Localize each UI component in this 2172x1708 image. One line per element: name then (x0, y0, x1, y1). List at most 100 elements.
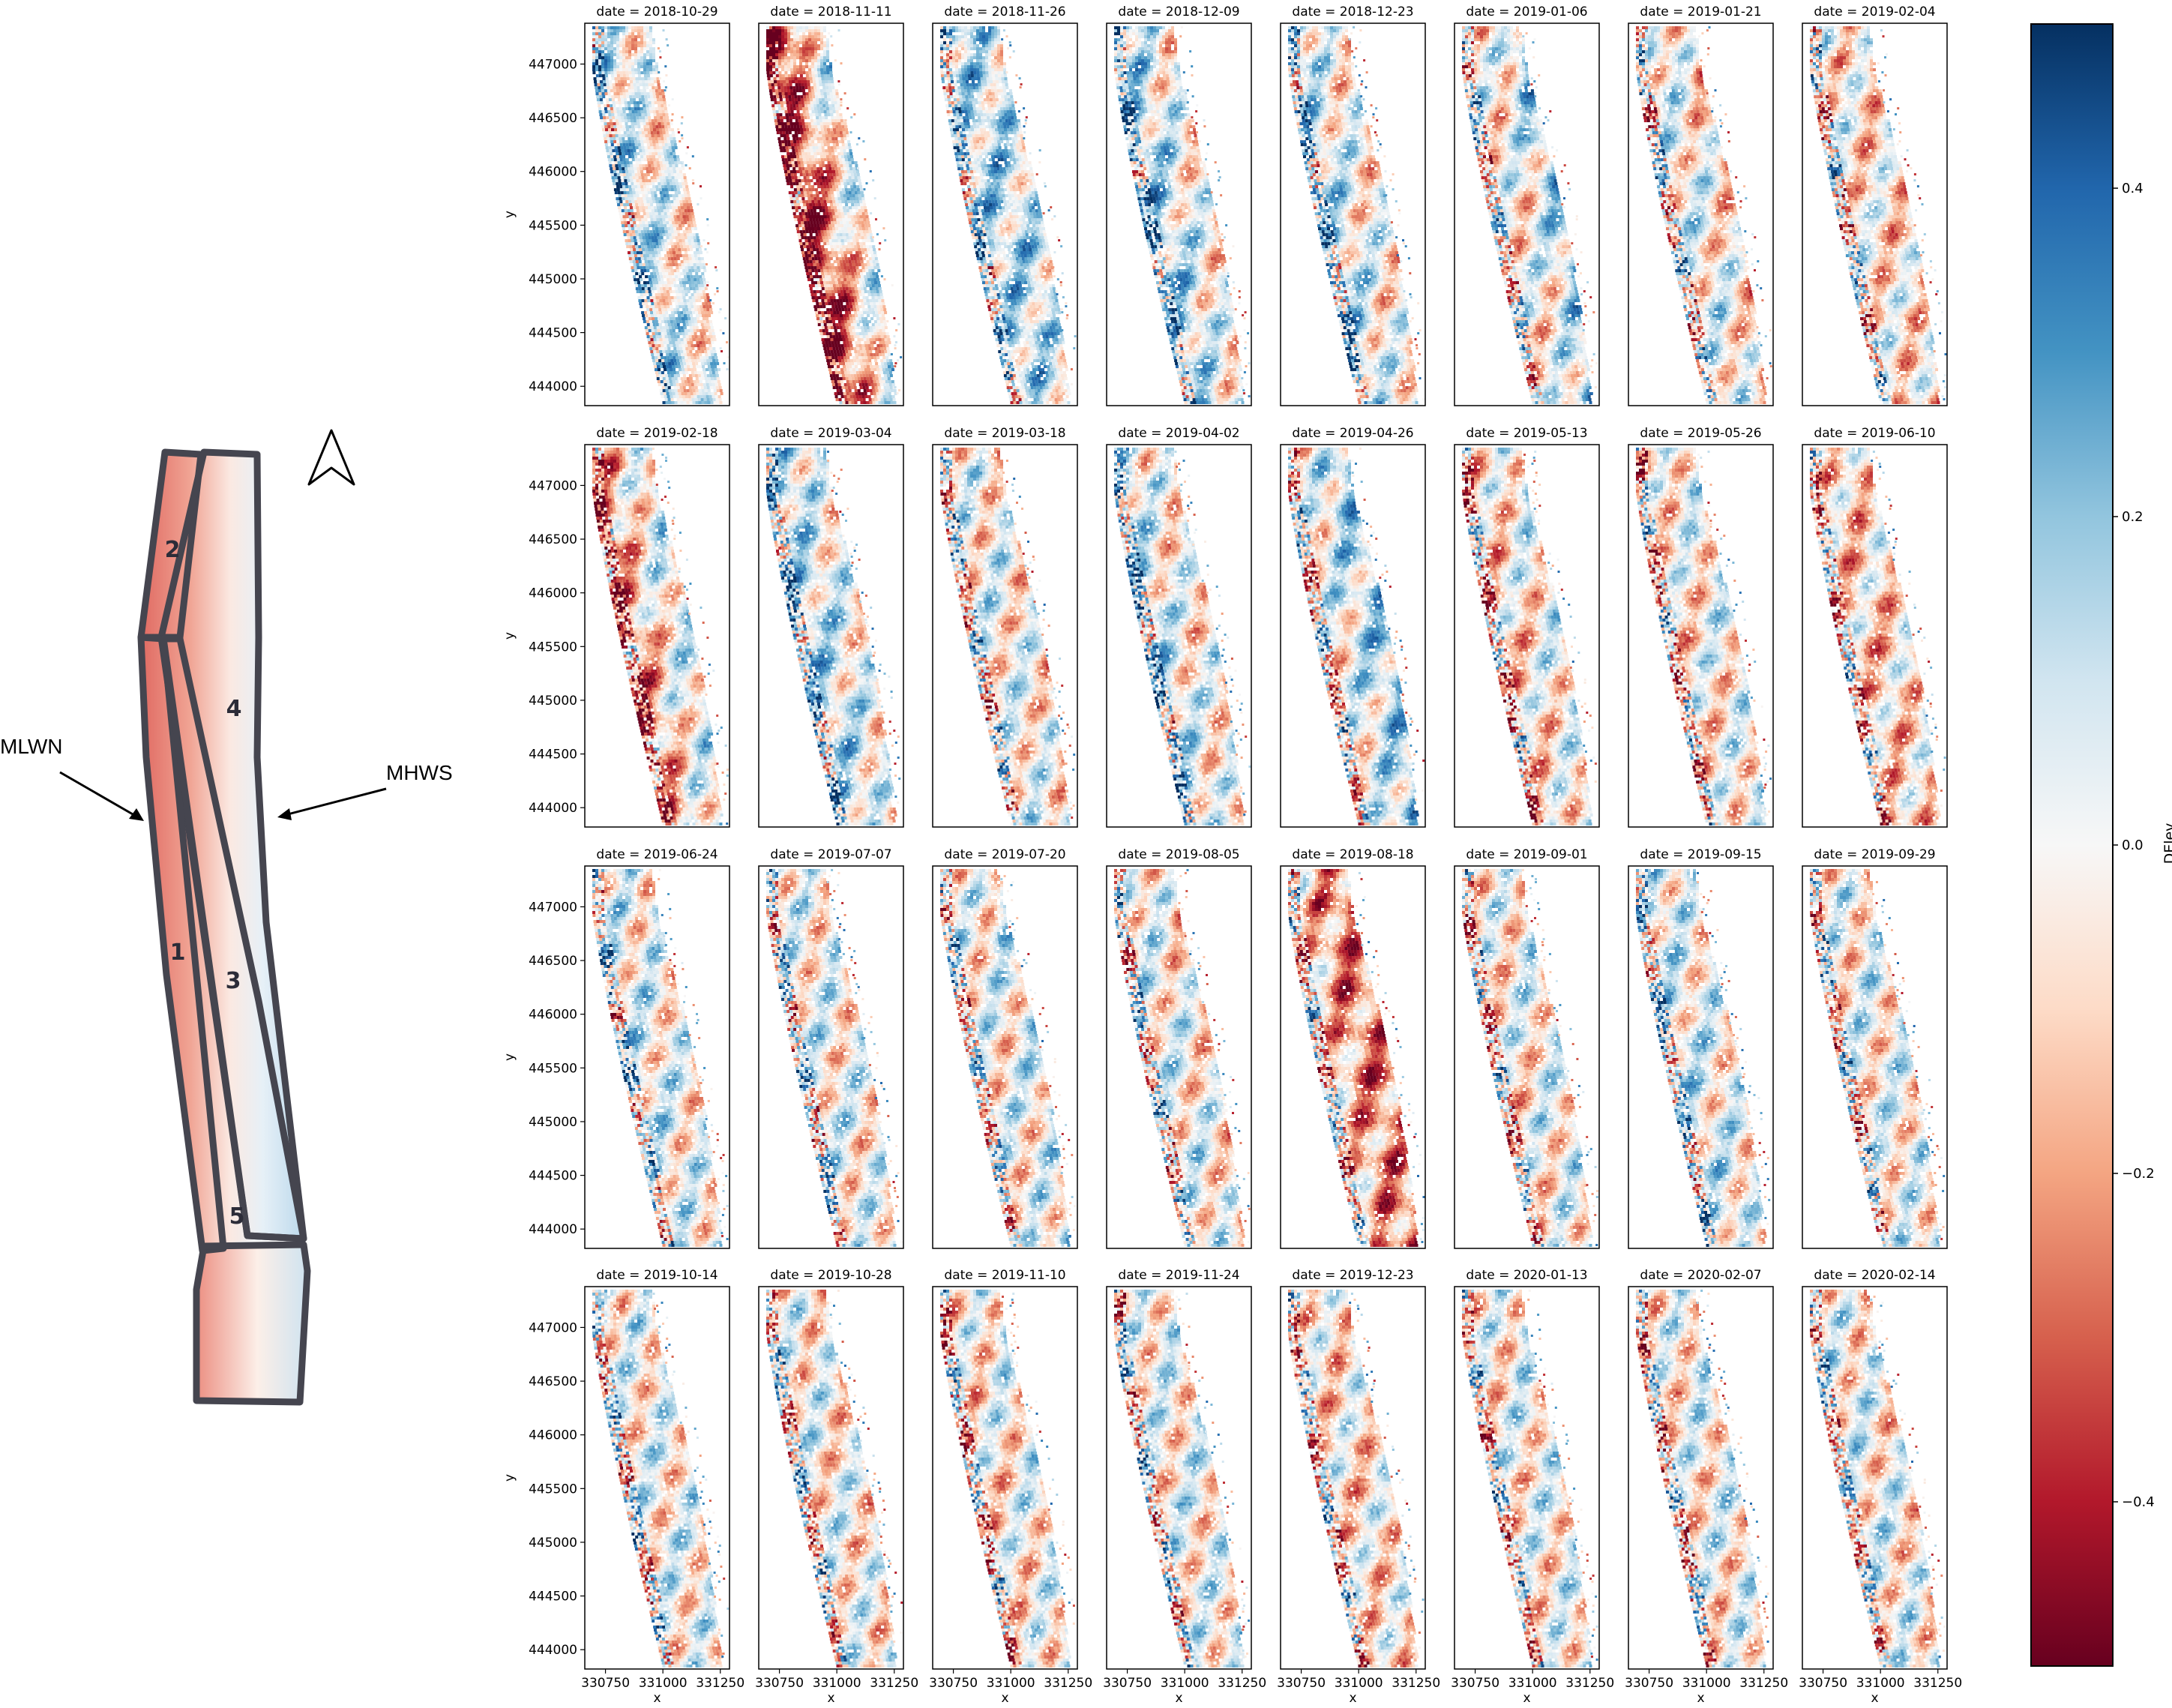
heatmap-cell (663, 146, 666, 149)
heatmap-cell (610, 29, 613, 32)
heatmap-cell (627, 149, 630, 152)
heatmap-cell (592, 41, 595, 44)
heatmap-cell (661, 125, 664, 128)
heatmap-cell (625, 44, 628, 47)
heatmap-cell (654, 116, 657, 119)
heatmap-cell (649, 47, 652, 50)
heatmap-cell (628, 140, 631, 143)
heatmap-cell (634, 53, 637, 56)
heatmap-cell (608, 128, 611, 131)
heatmap-cell (645, 146, 648, 149)
heatmap-cell (613, 140, 616, 143)
heatmap-cell (658, 104, 661, 107)
heatmap-cell (617, 143, 620, 146)
heatmap-cell (673, 140, 676, 143)
heatmap-cell (649, 104, 652, 107)
heatmap-cell (601, 62, 604, 65)
heatmap-cell (633, 80, 636, 83)
heatmap-cell (664, 137, 667, 140)
heatmap-cell (619, 62, 622, 65)
heatmap-cell (622, 50, 625, 53)
heatmap-cell (664, 65, 667, 67)
heatmap-cell (592, 29, 595, 32)
heatmap-cell (665, 74, 667, 76)
heatmap-cell (611, 95, 614, 98)
heatmap-cell (649, 44, 652, 47)
heatmap-cell (621, 77, 624, 80)
heatmap-cell (619, 68, 622, 71)
heatmap-cell (607, 89, 610, 92)
heatmap-cell (637, 119, 640, 122)
heatmap-cell (629, 113, 632, 116)
heatmap-cell (628, 137, 631, 140)
heatmap-cell (656, 128, 659, 131)
heatmap-cell (598, 65, 601, 68)
heatmap-cell (656, 113, 659, 116)
heatmap-cell (646, 104, 649, 107)
heatmap-cell (609, 131, 612, 134)
heatmap-cell (623, 113, 626, 116)
heatmap-cell (623, 128, 626, 131)
heatmap-cell (648, 80, 651, 83)
heatmap-cell (629, 92, 632, 95)
heatmap-cell (643, 107, 646, 110)
heatmap-cell (628, 155, 631, 158)
heatmap-cell (604, 134, 607, 137)
heatmap-cell (640, 53, 643, 56)
heatmap-cell (602, 128, 605, 131)
heatmap-cell (634, 122, 637, 125)
heatmap-cell (601, 83, 604, 86)
heatmap-cell (595, 41, 598, 44)
heatmap-cell (628, 119, 631, 122)
heatmap-cell (616, 32, 619, 35)
heatmap-cell (612, 149, 615, 152)
mlwn-label: MLWN (0, 735, 62, 758)
heatmap-cell (646, 32, 649, 35)
heatmap-cell (643, 134, 646, 137)
heatmap-cell (613, 137, 616, 140)
heatmap-cell (665, 143, 668, 146)
heatmap-cell (601, 41, 604, 44)
heatmap-cell (622, 125, 625, 128)
heatmap-cell (645, 149, 648, 152)
heatmap-cell (625, 68, 628, 71)
heatmap-cell (628, 68, 631, 71)
heatmap-cell (616, 29, 619, 32)
heatmap-cell (649, 68, 652, 71)
heatmap-cell (664, 107, 667, 110)
heatmap-cell (613, 119, 616, 122)
heatmap-cell (607, 152, 610, 155)
heatmap-cell (638, 113, 641, 116)
heatmap-cell (625, 140, 628, 143)
heatmap-cell (601, 47, 604, 50)
heatmap-cell (616, 101, 619, 104)
heatmap-cell (640, 41, 643, 44)
heatmap-cell (602, 110, 605, 113)
heatmap-cell (621, 116, 624, 119)
heatmap-cell (649, 137, 652, 140)
heatmap-cell (634, 134, 637, 137)
north-arrow-icon (309, 430, 354, 484)
heatmap-cell (616, 119, 619, 122)
heatmap-cell (619, 122, 622, 125)
heatmap-cell (647, 92, 650, 95)
heatmap-cell (624, 149, 627, 152)
heatmap-cell (622, 119, 625, 122)
heatmap-cell (637, 62, 640, 65)
heatmap-cell (653, 158, 656, 161)
heatmap-cell (672, 131, 675, 134)
heatmap-cell (631, 38, 634, 41)
heatmap-cell (652, 71, 655, 74)
heatmap-cell (619, 155, 622, 158)
heatmap-cell (592, 47, 595, 50)
heatmap-cell (653, 143, 656, 146)
heatmap-cell (604, 59, 607, 62)
heatmap-cell (641, 92, 644, 95)
heatmap-cell (643, 137, 646, 140)
heatmap-cell (620, 158, 623, 161)
heatmap-cell (634, 137, 637, 140)
heatmap-cell (643, 71, 646, 74)
heatmap-cell (625, 107, 628, 110)
heatmap-cell (613, 155, 616, 158)
heatmap-cell (665, 128, 668, 131)
